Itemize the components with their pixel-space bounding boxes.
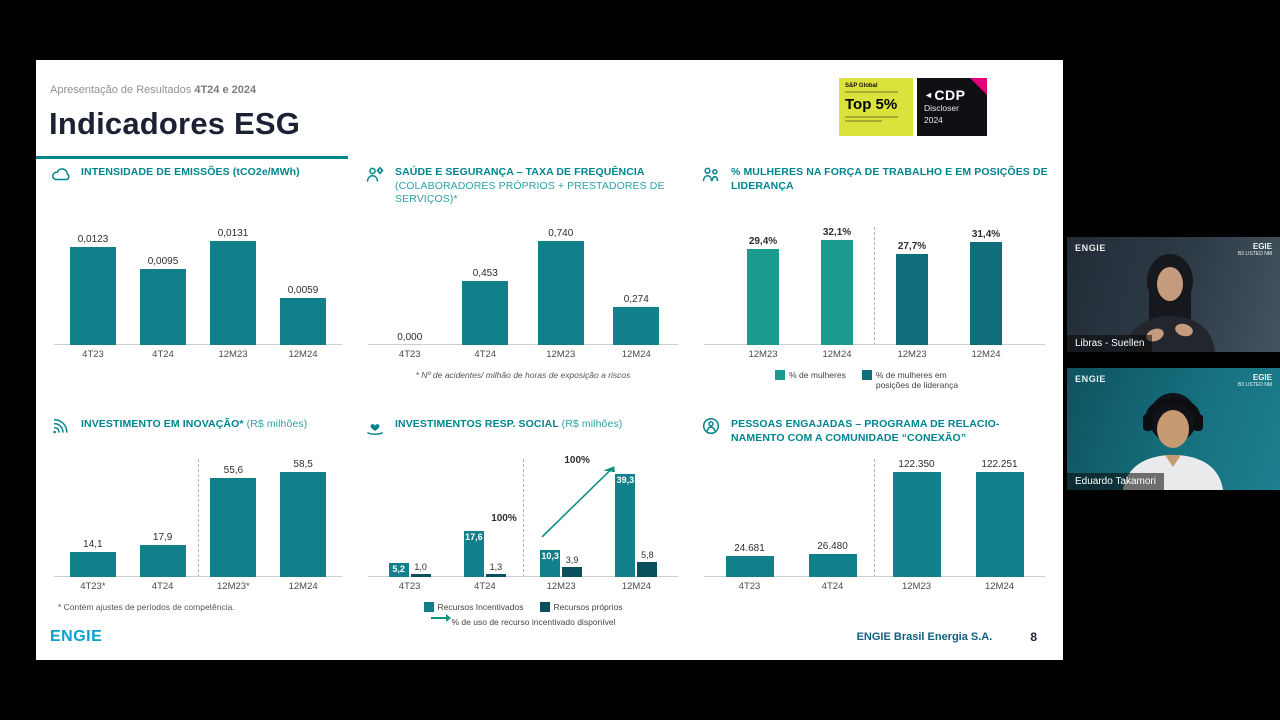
legend-line-arrow-icon	[430, 614, 451, 622]
chart-innovation: INVESTIMENTO EM INOVAÇÃO* (R$ milhões) 1…	[50, 415, 346, 651]
legend-item-proprios: Recursos próprios	[539, 602, 623, 612]
chart-title: % MULHERES NA FORÇA DE TRABALHO E EM POS…	[731, 163, 1049, 193]
social-chart-legend: Recursos Incentivados Recursos próprios …	[364, 595, 682, 627]
b3-listing-badge: EGIE B3 LISTED NM	[1237, 242, 1272, 257]
page-title: Indicadores ESG	[49, 106, 301, 141]
title-underline	[36, 156, 348, 159]
legend-item-women: % de mulheres	[775, 370, 846, 380]
ticker-text: EGIE	[1252, 373, 1272, 382]
safety-footnote: * Nº de acidentes/ milhão de horas de ex…	[415, 370, 631, 380]
award-badges: S&P Global Top 5% ◄CDP Discloser 2024	[839, 78, 987, 136]
legend-item-incentivados: Recursos Incentivados	[423, 602, 524, 612]
slide-header-prefix: Apresentação de Resultados	[50, 84, 195, 96]
participant-name-label: Eduardo Takamori	[1067, 473, 1164, 490]
legend-label: Recursos próprios	[553, 602, 623, 612]
chart-title-text: INVESTIMENTO EM INOVAÇÃO*	[81, 418, 244, 430]
legend-swatch-leadership	[861, 370, 872, 380]
chart-innovation-header: INVESTIMENTO EM INOVAÇÃO* (R$ milhões)	[50, 415, 346, 459]
women-people-icon	[700, 164, 724, 186]
chart-women-header: % MULHERES NA FORÇA DE TRABALHO E EM POS…	[700, 163, 1049, 227]
charts-grid: INTENSIDADE DE EMISSÕES (tCO2e/MWh) 0,01…	[50, 163, 1049, 651]
chart-title: PESSOAS ENGAJADAS – PROGRAMA DE RELACIO-…	[731, 415, 1049, 445]
chart-title-sub: (R$ milhões)	[246, 418, 308, 430]
chart-title-sub: (R$ milhões)	[561, 418, 623, 430]
cdp-discloser-badge: ◄CDP Discloser 2024	[917, 78, 987, 136]
chart-safety: SAÚDE E SEGURANÇA – TAXA DE FREQUÊNCIA (…	[364, 163, 682, 393]
safety-bar-chart: 0,000 4T23 0,453 4T24 0,740 12M23 0,274 12M24	[364, 227, 682, 363]
legend-swatch-proprios	[539, 602, 550, 612]
chart-community-header: PESSOAS ENGAJADAS – PROGRAMA DE RELACIO-…	[700, 415, 1049, 459]
company-name: ENGIE Brasil Energia S.A.	[856, 631, 993, 643]
chart-social: INVESTIMENTOS RESP. SOCIAL (R$ milhões) …	[364, 415, 682, 651]
cdp-brand-text: CDP	[934, 87, 966, 103]
cdp-year-text: 2024	[924, 114, 943, 125]
slide-header: Apresentação de Resultados 4T24 e 2024	[50, 84, 256, 96]
emissions-bar-chart: 0,0123 4T23 0,0095 4T24 0,0131 12M23 0,0059 12M…	[50, 227, 346, 363]
chart-title-text: % MULHERES NA FORÇA DE TRABALHO E EM POS…	[731, 166, 1048, 192]
innovation-footnote: * Contém ajustes de períodos de competên…	[58, 602, 235, 612]
legend-swatch-women	[775, 370, 786, 380]
legend-row-bars: Recursos Incentivados Recursos próprios	[423, 602, 623, 612]
legend-item-women-leadership: % de mulheres em posições de liderança	[861, 370, 974, 391]
chart-title: INTENSIDADE DE EMISSÕES (tCO2e/MWh)	[81, 163, 300, 180]
slide-footer: ENGIE ENGIE Brasil Energia S.A. 8	[50, 628, 1037, 646]
legend-label: % de mulheres em posições de liderança	[875, 370, 959, 391]
sp-global-top5-badge: S&P Global Top 5%	[839, 78, 913, 136]
heart-hand-icon	[364, 416, 388, 438]
listing-text: B3 LISTED NM	[1237, 250, 1272, 257]
chart-emissions-header: INTENSIDADE DE EMISSÕES (tCO2e/MWh)	[50, 163, 346, 227]
cdp-discloser-text: Discloser	[924, 103, 959, 113]
chart-title-sub: (COLABORADORES PRÓPRIOS + PRESTADORES DE…	[395, 179, 665, 206]
participant-name-label: Libras - Suellen	[1067, 335, 1153, 352]
cloud-icon	[50, 164, 74, 186]
sp-global-brand: S&P Global	[845, 83, 878, 89]
footer-right: ENGIE Brasil Energia S.A. 8	[857, 630, 1037, 644]
chart-title-text: PESSOAS ENGAJADAS – PROGRAMA DE RELACIO-…	[731, 418, 1000, 444]
community-bar-chart: 24.681 4T23 26.480 4T24 122.350 12M23 122.251 1…	[700, 459, 1049, 595]
page-number: 8	[1030, 630, 1037, 644]
chart-title: SAÚDE E SEGURANÇA – TAXA DE FREQUÊNCIA (…	[395, 163, 682, 207]
cdp-corner-triangle	[970, 78, 987, 95]
worker-gear-icon	[364, 164, 388, 186]
signal-waves-icon	[50, 416, 74, 438]
chart-title: INVESTIMENTO EM INOVAÇÃO* (R$ milhões)	[81, 415, 307, 432]
engie-logo: ENGIE	[1075, 374, 1107, 384]
chart-title-text: SAÚDE E SEGURANÇA – TAXA DE FREQUÊNCIA	[395, 166, 645, 178]
legend-label: % de uso de recurso incentivado disponív…	[451, 617, 616, 627]
chart-women: % MULHERES NA FORÇA DE TRABALHO E EM POS…	[700, 163, 1049, 393]
innovation-bar-chart: 14,1 4T23* 17,9 4T24 55,6 12M23* 58,5 12M24	[50, 459, 346, 595]
listing-text: B3 LISTED NM	[1237, 381, 1272, 388]
presentation-slide: Apresentação de Resultados 4T24 e 2024 I…	[36, 60, 1063, 660]
chart-emissions: INTENSIDADE DE EMISSÕES (tCO2e/MWh) 0,01…	[50, 163, 346, 393]
chart-title-text: INTENSIDADE DE EMISSÕES (tCO2e/MWh)	[81, 166, 300, 178]
badge-fineprint-line	[845, 91, 898, 93]
chart-community: PESSOAS ENGAJADAS – PROGRAMA DE RELACIO-…	[700, 415, 1049, 651]
women-chart-legend: % de mulheres % de mulheres em posições …	[700, 363, 1049, 390]
legend-item-line: % de uso de recurso incentivado disponív…	[430, 614, 616, 627]
legend-label: Recursos Incentivados	[437, 602, 524, 612]
slide-header-period: 4T24 e 2024	[194, 84, 257, 96]
engie-logo: ENGIE	[50, 628, 103, 645]
engie-logo: ENGIE	[1075, 243, 1107, 253]
badge-fineprint-line	[845, 120, 883, 122]
cdp-mark-icon: ◄	[924, 90, 934, 100]
ticker-text: EGIE	[1252, 242, 1272, 251]
video-feed-speaker[interactable]: ENGIE EGIE B3 LISTED NM Eduardo Takamori	[1067, 368, 1280, 490]
chart-title-text: INVESTIMENTOS RESP. SOCIAL	[395, 418, 559, 430]
top5-label: Top 5%	[845, 96, 898, 113]
badge-fineprint-line	[845, 116, 898, 118]
chart-social-header: INVESTIMENTOS RESP. SOCIAL (R$ milhões)	[364, 415, 682, 459]
legend-swatch-incentivados	[423, 602, 434, 612]
legend-row-line: % de uso de recurso incentivado disponív…	[430, 614, 616, 627]
women-bar-chart: 29,4% 12M23 32,1% 12M24 27,7% 12M23 31,4% 12M24	[700, 227, 1049, 363]
legend-label: % de mulheres	[789, 370, 846, 380]
person-circle-icon	[700, 416, 724, 438]
social-bar-chart: 5,2 1,0 4T23 17,6 1,3 4T24 10,3 3,9 12M23 39,3 5,8…	[364, 455, 682, 595]
chart-safety-header: SAÚDE E SEGURANÇA – TAXA DE FREQUÊNCIA (…	[364, 163, 682, 227]
chart-title: INVESTIMENTOS RESP. SOCIAL (R$ milhões)	[395, 415, 622, 432]
cdp-logo: ◄CDP	[924, 88, 980, 102]
video-feed-interpreter[interactable]: ENGIE EGIE B3 LISTED NM Libras - Suellen	[1067, 237, 1280, 352]
b3-listing-badge: EGIE B3 LISTED NM	[1237, 373, 1272, 388]
